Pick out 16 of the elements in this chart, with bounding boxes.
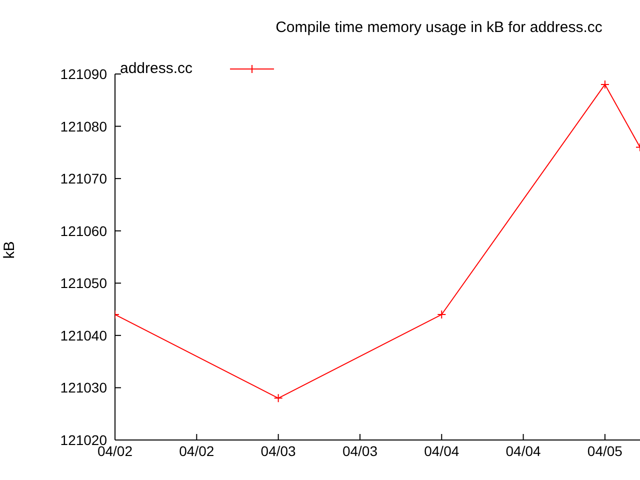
y-axis-title: kB (1, 241, 18, 259)
y-tick-label: 121030 (60, 380, 108, 396)
y-tick-label: 121040 (60, 327, 108, 344)
chart-title: Compile time memory usage in kB for address.cc (276, 19, 603, 36)
y-tick-label: 121060 (60, 222, 108, 239)
x-tick-label: 04/05 (587, 442, 623, 459)
x-tick-label: 04/04 (424, 442, 460, 459)
x-tick-label: 04/04 (506, 442, 542, 459)
y-tick-label: 121070 (60, 170, 108, 187)
y-tick-label: 121090 (60, 66, 108, 82)
text: address.cc (120, 60, 194, 77)
y-tick-label: 121050 (60, 275, 108, 292)
y-tick-label: 121080 (60, 118, 108, 134)
x-tick-label: 04/03 (260, 442, 296, 459)
x-tick-label: 04/03 (342, 442, 378, 459)
x-tick-label: 04/02 (179, 442, 214, 459)
